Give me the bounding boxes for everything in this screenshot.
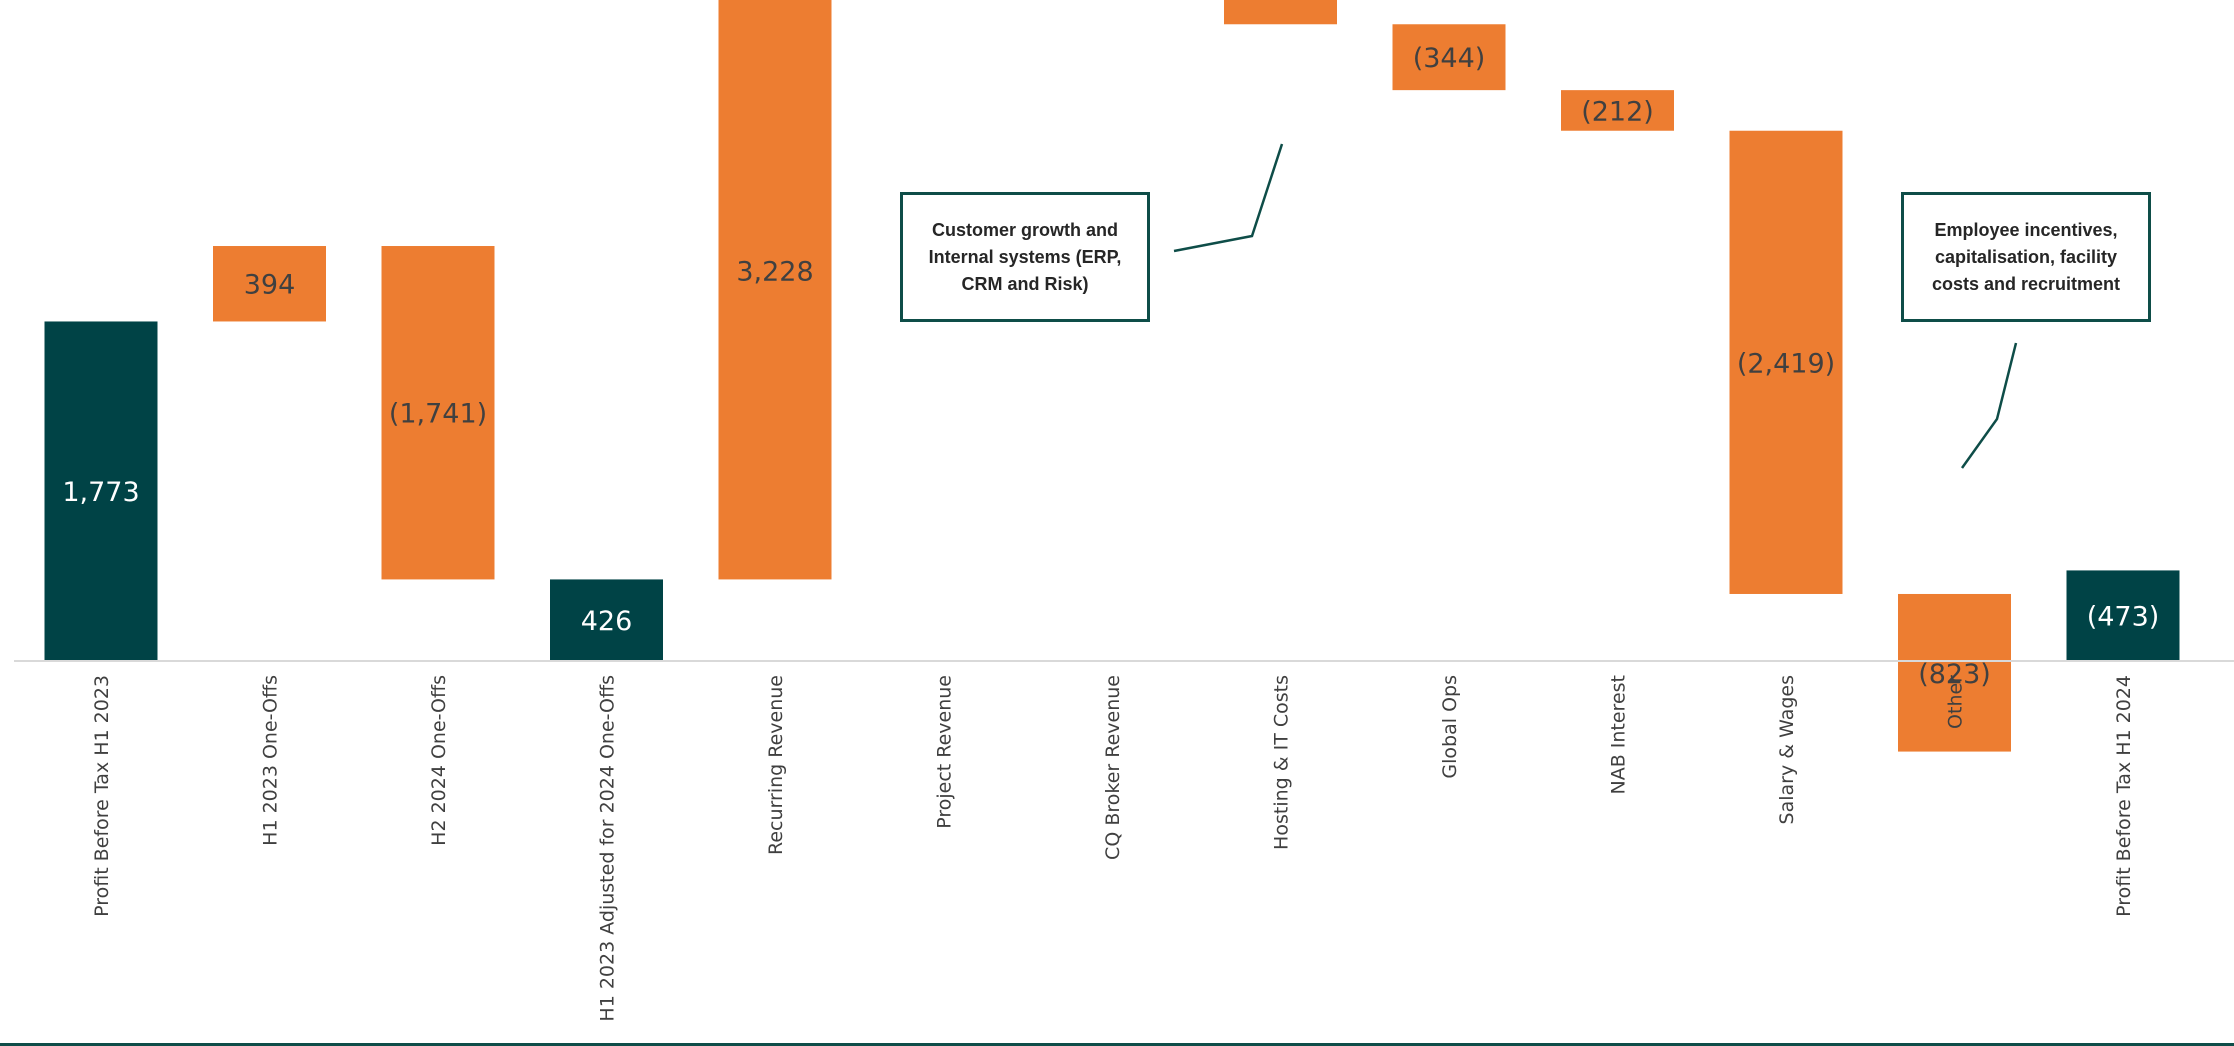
category-label-5: Recurring Revenue [765, 675, 787, 855]
category-label-11: Salary & Wages [1776, 675, 1798, 824]
data-label-9: (344) [1413, 43, 1486, 74]
bar-11 [1729, 130, 1843, 594]
bar-8 [1224, 0, 1337, 25]
category-label-1: Profit Before Tax H1 2023 [91, 675, 113, 917]
category-label-12: Other [1945, 675, 1967, 729]
callout-leader-1 [1173, 143, 1284, 253]
data-label-5: 3,228 [736, 256, 813, 287]
value-labels-layer: 1,773394(1,741)4263,228690(507)(512)(344… [62, 43, 2160, 690]
bar-9 [1392, 24, 1506, 91]
category-label-13: Profit Before Tax H1 2024 [2113, 675, 2135, 917]
bars-layer [44, 0, 2180, 752]
data-label-1: 1,773 [62, 477, 139, 508]
bar-5 [718, 0, 832, 580]
callout-leader-2 [1960, 342, 2018, 469]
data-label-4: 426 [581, 606, 633, 637]
bar-13 [2066, 570, 2180, 661]
category-label-4: H1 2023 Adjusted for 2024 One-Offs [597, 675, 619, 1022]
data-label-10: (212) [1581, 96, 1654, 127]
category-label-9: Global Ops [1439, 675, 1461, 779]
callout-employee-incentives: Employee incentives, capitalisation, fac… [1901, 192, 2151, 322]
footer-rule [0, 1043, 2234, 1046]
callout-customer-growth: Customer growth and Internal systems (ER… [900, 192, 1150, 322]
callout-leaders-layer [1173, 143, 2018, 469]
bar-12 [1898, 593, 2011, 752]
bar-1 [44, 321, 158, 661]
data-label-13: (473) [2087, 602, 2160, 633]
data-label-3: (1,741) [389, 399, 487, 430]
data-label-12: (823) [1918, 659, 1991, 690]
bar-3 [381, 246, 495, 580]
category-label-10: NAB Interest [1608, 675, 1630, 795]
bar-10 [1561, 90, 1674, 131]
category-labels-layer: Profit Before Tax H1 2023 H1 2023 One-Off… [91, 675, 2135, 1022]
data-label-11: (2,419) [1737, 348, 1835, 379]
category-label-7: CQ Broker Revenue [1102, 675, 1124, 860]
bar-4 [550, 579, 663, 661]
category-label-6: Project Revenue [934, 675, 956, 829]
category-label-2: H1 2023 One-Offs [260, 675, 282, 846]
bar-2 [213, 246, 326, 322]
category-label-3: H2 2024 One-Offs [428, 675, 450, 846]
data-label-2: 394 [244, 270, 296, 301]
category-label-8: Hosting & IT Costs [1271, 675, 1293, 850]
